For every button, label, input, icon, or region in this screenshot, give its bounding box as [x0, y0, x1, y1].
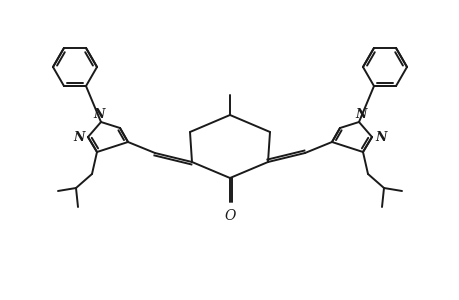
Text: N: N — [374, 130, 386, 143]
Text: N: N — [354, 108, 366, 121]
Text: O: O — [224, 209, 235, 223]
Text: N: N — [93, 108, 105, 121]
Text: N: N — [73, 130, 85, 143]
